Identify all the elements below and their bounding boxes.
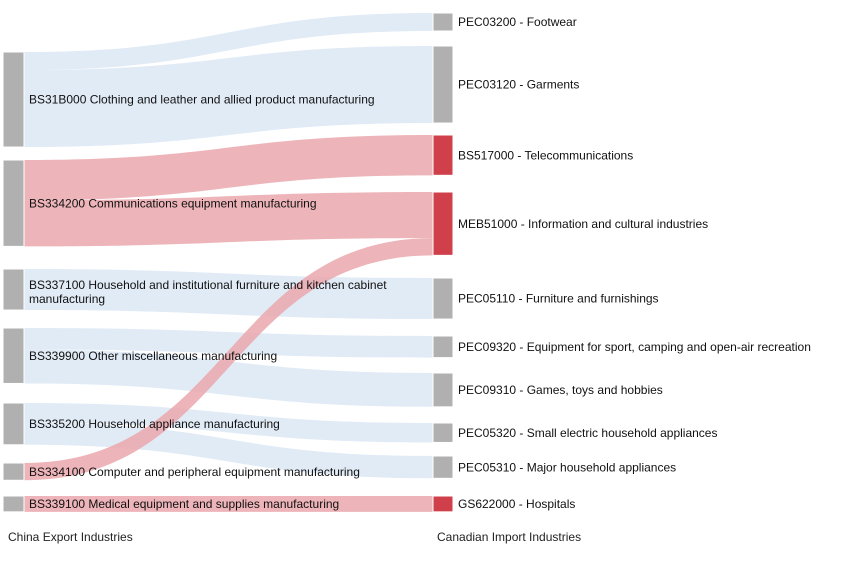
flow-BS334200-to-MEB51000 bbox=[24, 192, 433, 247]
source-label-BS334100: BS334100 Computer and peripheral equipme… bbox=[29, 465, 360, 479]
source-node-BS339100 bbox=[2, 495, 25, 513]
flow-BS339900-to-PEC09320 bbox=[24, 328, 433, 358]
target-node-GS622000 bbox=[432, 495, 454, 513]
flow-BS334200-to-BS517000 bbox=[24, 135, 433, 201]
source-node-BS31B000 bbox=[2, 51, 25, 148]
source-axis-title: China Export Industries bbox=[8, 530, 133, 544]
flow-BS335200-to-PEC05320 bbox=[24, 403, 433, 443]
target-label-PEC05110: PEC05110 - Furniture and furnishings bbox=[458, 292, 659, 306]
flow-BS334100-to-MEB51000 bbox=[24, 238, 433, 481]
target-node-PEC09320 bbox=[432, 335, 454, 359]
source-label-BS334200: BS334200 Communications equipment manufa… bbox=[29, 196, 317, 210]
target-label-MEB51000: MEB51000 - Information and cultural indu… bbox=[458, 217, 708, 231]
target-node-PEC05320 bbox=[432, 422, 454, 443]
flow-BS339900-to-PEC09310 bbox=[24, 349, 433, 407]
target-label-GS622000: GS622000 - Hospitals bbox=[458, 497, 575, 511]
flow-BS335200-to-PEC05310 bbox=[24, 422, 433, 479]
flow-BS339100-to-GS622000 bbox=[24, 496, 433, 512]
target-node-PEC03200 bbox=[432, 12, 454, 32]
target-label-PEC03120: PEC03120 - Garments bbox=[458, 78, 579, 92]
source-node-BS334100 bbox=[2, 462, 25, 481]
target-axis-title: Canadian Import Industries bbox=[437, 530, 582, 544]
source-label-BS339100: BS339100 Medical equipment and supplies … bbox=[29, 497, 339, 511]
flow-BS31B000-to-PEC03120 bbox=[24, 46, 433, 148]
source-label-BS335200: BS335200 Household appliance manufacturi… bbox=[29, 417, 280, 431]
target-node-PEC09310 bbox=[432, 372, 454, 408]
source-node-BS337100 bbox=[2, 268, 25, 311]
target-node-MEB51000 bbox=[432, 191, 454, 256]
target-label-PEC05310: PEC05310 - Major household appliances bbox=[458, 460, 676, 474]
target-label-PEC09320: PEC09320 - Equipment for sport, camping … bbox=[458, 340, 811, 354]
links-layer bbox=[24, 13, 433, 512]
flow-BS337100-to-PEC05110 bbox=[24, 269, 433, 320]
flow-BS31B000-to-PEC03200 bbox=[24, 13, 433, 70]
target-node-PEC05110 bbox=[432, 277, 454, 320]
nodes-layer bbox=[2, 12, 454, 513]
source-node-BS335200 bbox=[2, 402, 25, 446]
source-label-BS337100: BS337100 Household and institutional fur… bbox=[29, 278, 387, 306]
target-node-PEC05310 bbox=[432, 455, 454, 479]
target-label-PEC03200: PEC03200 - Footwear bbox=[458, 15, 577, 29]
target-label-PEC09310: PEC09310 - Games, toys and hobbies bbox=[458, 383, 663, 397]
labels-layer: BS31B000 Clothing and leather and allied… bbox=[29, 15, 811, 511]
target-node-PEC03120 bbox=[432, 45, 454, 124]
source-label-BS31B000: BS31B000 Clothing and leather and allied… bbox=[29, 93, 375, 107]
source-node-BS339900 bbox=[2, 327, 25, 384]
target-node-BS517000 bbox=[432, 134, 454, 176]
target-label-BS517000: BS517000 - Telecommunications bbox=[458, 148, 633, 162]
source-label-BS339900: BS339900 Other miscellaneous manufacturi… bbox=[29, 349, 277, 363]
target-label-PEC05320: PEC05320 - Small electric household appl… bbox=[458, 426, 717, 440]
source-node-BS334200 bbox=[2, 159, 25, 247]
